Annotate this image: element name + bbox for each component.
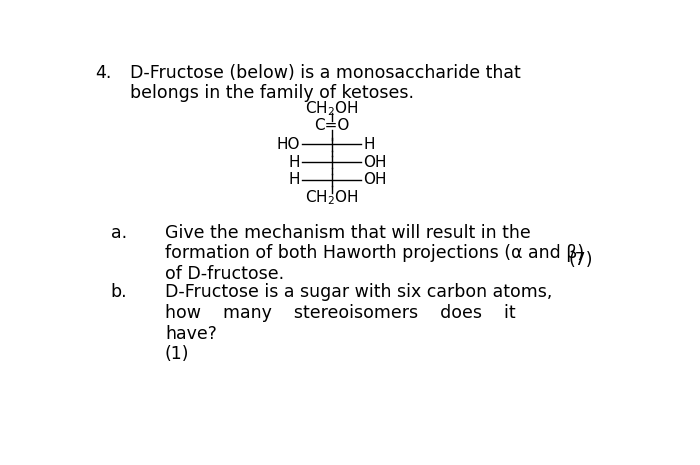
Text: D-Fructose (below) is a monosaccharide that
belongs in the family of ketoses.: D-Fructose (below) is a monosaccharide t…	[130, 64, 521, 102]
Text: H: H	[288, 172, 300, 187]
Text: C=O: C=O	[314, 119, 349, 133]
Text: (7): (7)	[568, 252, 592, 269]
Text: D-Fructose is a sugar with six carbon atoms,
how    many    stereoisomers    doe: D-Fructose is a sugar with six carbon at…	[165, 283, 552, 363]
Text: b.: b.	[111, 283, 127, 301]
Text: CH$_2$OH: CH$_2$OH	[305, 188, 358, 207]
Text: OH: OH	[363, 154, 387, 170]
Text: Give the mechanism that will result in the
formation of both Haworth projections: Give the mechanism that will result in t…	[165, 224, 584, 283]
Text: OH: OH	[363, 172, 387, 187]
Text: HO: HO	[276, 137, 300, 152]
Text: 4.: 4.	[95, 64, 111, 81]
Text: H: H	[288, 154, 300, 170]
Text: a.: a.	[111, 224, 127, 242]
Text: CH$_2$OH: CH$_2$OH	[305, 99, 358, 118]
Text: H: H	[363, 137, 375, 152]
